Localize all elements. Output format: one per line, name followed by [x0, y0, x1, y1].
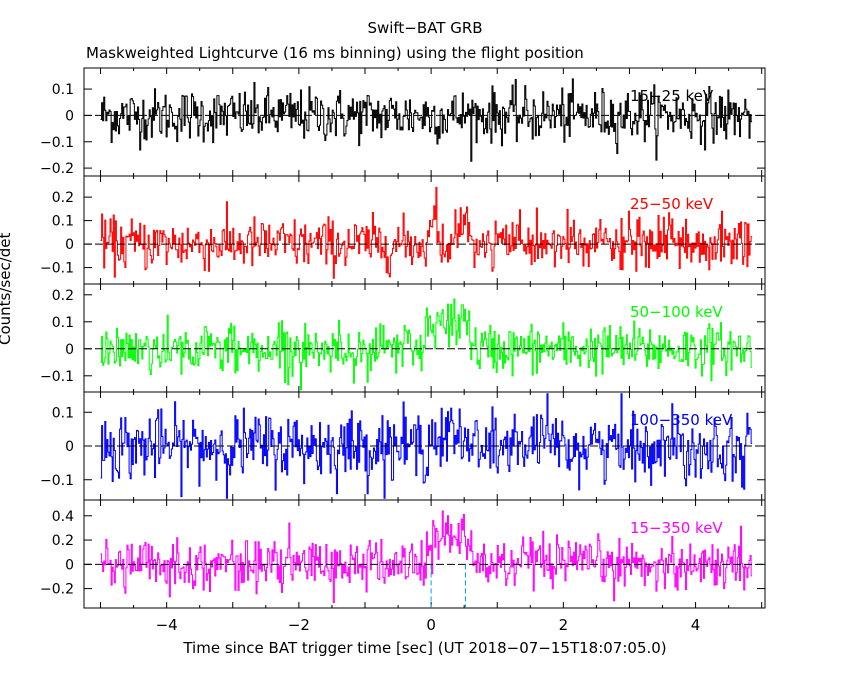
panel-5-y-tick-label: −0.2	[40, 582, 74, 598]
x-axis-label: Time since BAT trigger time [sec] (UT 20…	[183, 639, 667, 657]
panel-5-y-tick-label: 0	[65, 557, 74, 573]
panel-4-y-tick-label: 0	[65, 439, 74, 455]
panel-2-y-tick-label: −0.1	[40, 261, 74, 277]
panel-2-y-tick-label: 0.1	[52, 214, 74, 230]
x-tick-label: −4	[156, 616, 178, 634]
panel-3-y-tick-label: 0.2	[52, 288, 74, 304]
panel-3-series-line	[100, 298, 753, 391]
panel-4-series-line	[100, 393, 753, 499]
panel-2-y-tick-label: 0	[65, 237, 74, 253]
panel-4-y-tick-label: −0.1	[40, 473, 74, 489]
chart-subtitle: Maskweighted Lightcurve (16 ms binning) …	[86, 44, 584, 62]
x-tick-label: 2	[559, 616, 569, 634]
panel-4-energy-label: 100−350 keV	[630, 411, 733, 429]
panel-5-series-line	[100, 510, 753, 603]
panel-1-y-tick-label: −0.2	[40, 161, 74, 177]
panel-5-y-tick-label: 0.2	[52, 533, 74, 549]
panel-5-energy-label: 15−350 keV	[630, 519, 723, 537]
panel-3-y-tick-label: 0	[65, 342, 74, 358]
panel-2-energy-label: 25−50 keV	[630, 195, 714, 213]
x-tick-label: −2	[288, 616, 310, 634]
panel-5-frame	[83, 499, 766, 609]
panel-3-y-tick-label: −0.1	[40, 369, 74, 385]
panel-1-y-tick-label: 0	[65, 108, 74, 124]
panel-4-y-tick-label: 0.1	[52, 405, 74, 421]
panel-1-series-line	[100, 78, 753, 162]
panel-2-series-line	[100, 186, 753, 279]
chart-title: Swift−BAT GRB	[367, 19, 483, 37]
panel-1-y-tick-label: 0.1	[52, 82, 74, 98]
panel-2-y-tick-label: 0.2	[52, 190, 74, 206]
panel-1-energy-label: 15−25 keV	[630, 87, 714, 105]
panel-1-y-tick-label: −0.1	[40, 135, 74, 151]
panel-5-y-tick-label: 0.4	[52, 509, 74, 525]
panel-3-y-tick-label: 0.1	[52, 315, 74, 331]
x-tick-label: 0	[426, 616, 436, 634]
panel-3-energy-label: 50−100 keV	[630, 303, 723, 321]
x-tick-label: 4	[691, 616, 701, 634]
